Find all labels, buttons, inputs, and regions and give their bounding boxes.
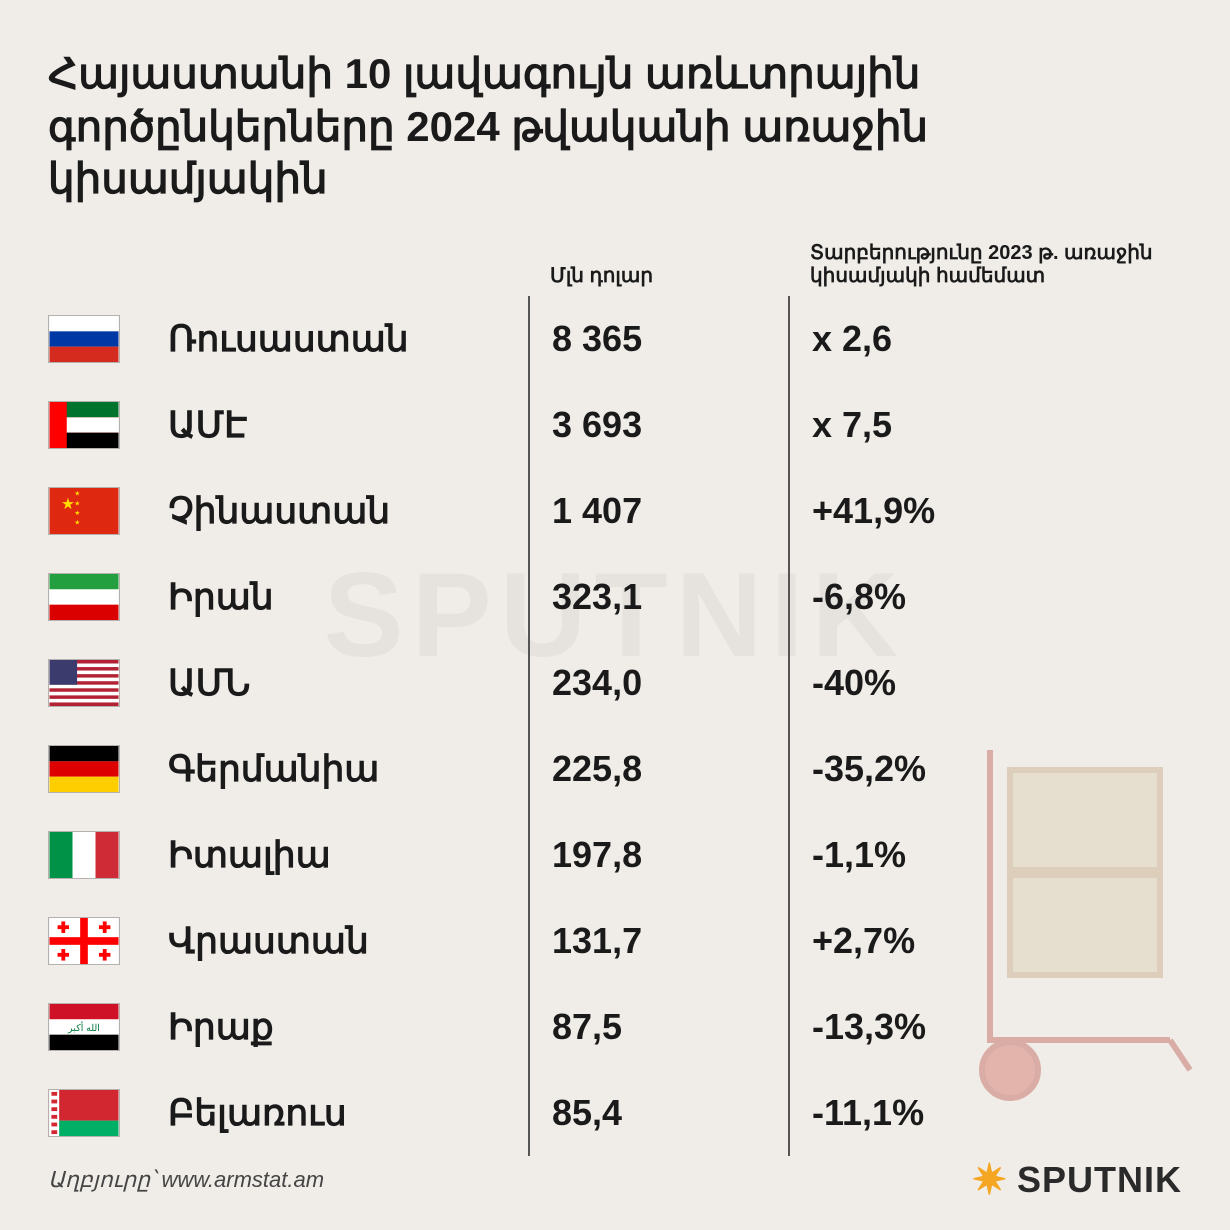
country-name: Իրաք [168, 1006, 528, 1048]
flag-icon [48, 315, 168, 363]
value-cell: 1 407 [528, 468, 788, 554]
svg-text:★: ★ [74, 508, 80, 516]
flag-icon [48, 917, 168, 965]
flag-icon [48, 745, 168, 793]
table-header-row: Մլն դոլար Տարբերությունը 2023 թ. առաջին … [48, 242, 1182, 296]
sputnik-logo: ✷ SPUTNIK [972, 1155, 1182, 1204]
flag-icon [48, 401, 168, 449]
svg-text:★: ★ [74, 489, 80, 497]
logo-text: SPUTNIK [1017, 1159, 1182, 1201]
change-cell: -40% [788, 640, 1182, 726]
table-row: Գերմանիա225,8-35,2% [48, 726, 1182, 812]
table-row: Վրաստան131,7+2,7% [48, 898, 1182, 984]
country-name: Չինաստան [168, 490, 528, 532]
flag-icon [48, 659, 168, 707]
svg-text:الله أكبر: الله أكبر [67, 1020, 100, 1033]
country-name: Վրաստան [168, 920, 528, 962]
change-cell: x 2,6 [788, 296, 1182, 382]
flag-icon [48, 573, 168, 621]
flag-icon: الله أكبر [48, 1003, 168, 1051]
change-cell: +2,7% [788, 898, 1182, 984]
value-cell: 87,5 [528, 984, 788, 1070]
infographic-content: Հայաստանի 10 լավագույն առևտրային գործընկ… [0, 0, 1230, 1156]
value-cell: 131,7 [528, 898, 788, 984]
value-cell: 8 365 [528, 296, 788, 382]
change-cell: x 7,5 [788, 382, 1182, 468]
svg-text:★: ★ [74, 518, 80, 526]
value-cell: 85,4 [528, 1070, 788, 1156]
value-cell: 323,1 [528, 554, 788, 640]
country-name: ԱՄՆ [168, 662, 528, 704]
change-cell: -11,1% [788, 1070, 1182, 1156]
page-title: Հայաստանի 10 լավագույն առևտրային գործընկ… [48, 48, 1182, 206]
value-cell: 3 693 [528, 382, 788, 468]
value-cell: 225,8 [528, 726, 788, 812]
change-cell: -35,2% [788, 726, 1182, 812]
country-name: ԱՄԷ [168, 404, 528, 446]
change-cell: -13,3% [788, 984, 1182, 1070]
svg-text:★: ★ [74, 499, 80, 507]
table-row: ԱՄՆ234,0-40% [48, 640, 1182, 726]
country-name: Գերմանիա [168, 748, 528, 790]
col-header-change: Տարբերությունը 2023 թ. առաջին կիսամյակի … [788, 242, 1182, 288]
change-cell: +41,9% [788, 468, 1182, 554]
table-row: الله أكبر Իրաք87,5-13,3% [48, 984, 1182, 1070]
change-cell: -6,8% [788, 554, 1182, 640]
flag-icon: ★★★★★ [48, 487, 168, 535]
table-body: Ռուսաստան8 365x 2,6ԱՄԷ3 693x 7,5★★★★★Չին… [48, 296, 1182, 1156]
footer: Աղբյուրը՝ www.armstat.am ✷ SPUTNIK [48, 1155, 1182, 1204]
table-row: ԱՄԷ3 693x 7,5 [48, 382, 1182, 468]
country-name: Իրան [168, 576, 528, 618]
table-row: Իտալիա197,8-1,1% [48, 812, 1182, 898]
country-name: Բելառուս [168, 1092, 528, 1134]
change-cell: -1,1% [788, 812, 1182, 898]
col-header-value: Մլն դոլար [528, 265, 788, 288]
logo-burst-icon: ✷ [972, 1155, 1007, 1204]
country-name: Ռուսաստան [168, 318, 528, 360]
svg-text:★: ★ [61, 496, 75, 513]
country-name: Իտալիա [168, 834, 528, 876]
table-row: ★★★★★Չինաստան1 407+41,9% [48, 468, 1182, 554]
value-cell: 234,0 [528, 640, 788, 726]
table-row: Ռուսաստան8 365x 2,6 [48, 296, 1182, 382]
flag-icon [48, 831, 168, 879]
table-row: Իրան323,1-6,8% [48, 554, 1182, 640]
table-row: Բելառուս85,4-11,1% [48, 1070, 1182, 1156]
flag-icon [48, 1089, 168, 1137]
value-cell: 197,8 [528, 812, 788, 898]
source-text: Աղբյուրը՝ www.armstat.am [48, 1167, 324, 1193]
